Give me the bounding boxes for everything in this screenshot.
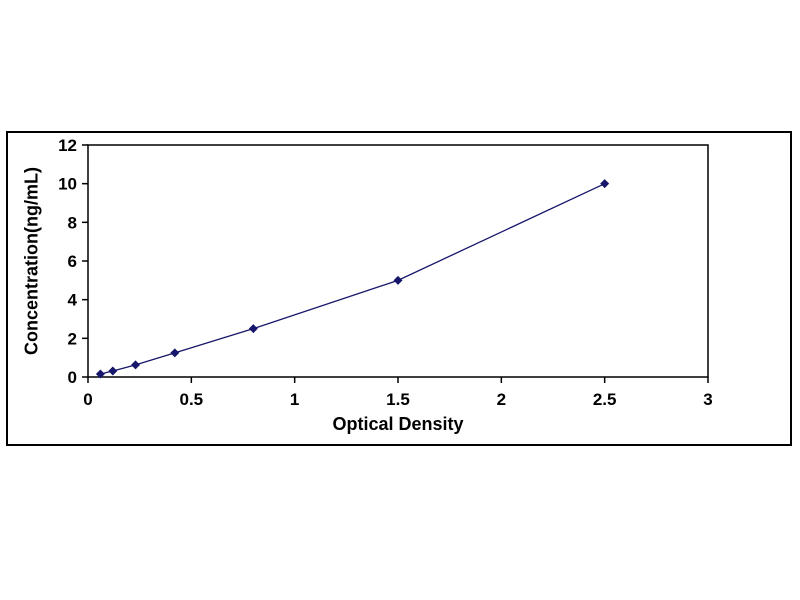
x-tick-label: 3 xyxy=(703,390,712,409)
y-tick-label: 8 xyxy=(68,213,77,232)
standard-curve-figure: 0 0.5 1 1.5 2 2.5 3 0 2 4 6 8 10 12 Optical Density C… xyxy=(6,131,792,446)
data-point-marker xyxy=(131,360,141,370)
y-tick-label: 0 xyxy=(68,368,77,387)
x-tick-label: 1 xyxy=(290,390,299,409)
y-tick-label: 6 xyxy=(68,252,77,271)
curve-line xyxy=(100,183,605,375)
x-tick-label: 2.5 xyxy=(593,390,617,409)
x-axis-title: Optical Density xyxy=(332,414,464,434)
x-tick-label: 0 xyxy=(83,390,92,409)
data-point-marker xyxy=(248,324,258,334)
data-point-marker xyxy=(600,179,610,189)
x-tick-label: 1.5 xyxy=(386,390,410,409)
x-tick-label: 2 xyxy=(497,390,506,409)
y-tick-label: 12 xyxy=(58,136,77,155)
line-chart: 0 0.5 1 1.5 2 2.5 3 0 2 4 6 8 10 12 xyxy=(58,136,713,409)
data-point-marker xyxy=(95,369,105,379)
data-point-marker xyxy=(393,275,403,285)
y-tick-label: 10 xyxy=(58,175,77,194)
y-tick-label: 2 xyxy=(68,329,77,348)
data-point-marker xyxy=(170,348,180,358)
y-tick-label: 4 xyxy=(68,291,78,310)
data-point-marker xyxy=(108,366,118,376)
y-axis-title: Concentration(ng/mL) xyxy=(21,167,42,355)
x-tick-label: 0.5 xyxy=(180,390,204,409)
plot-border xyxy=(87,144,709,378)
